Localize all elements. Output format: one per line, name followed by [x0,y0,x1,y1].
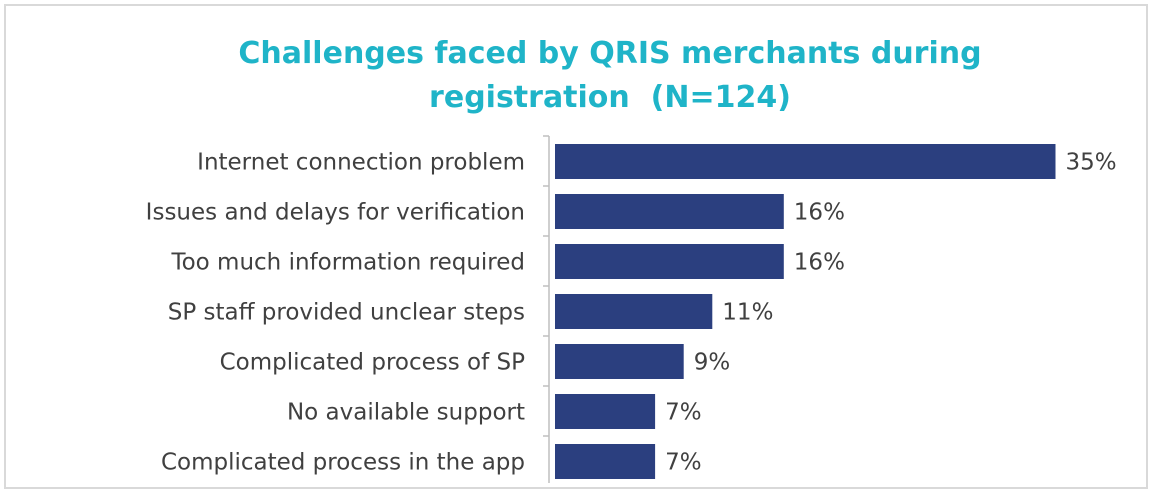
category-label: Complicated process in the app [161,450,525,476]
value-label: 16% [794,250,845,276]
bar [555,194,784,229]
value-label: 9% [694,350,731,376]
category-label: Too much information required [170,250,525,276]
chart-title: Challenges faced by QRIS merchants durin… [238,36,993,115]
category-label: Issues and delays for verification [146,200,525,226]
category-label: No available support [287,400,525,426]
bar [555,294,713,329]
category-label: SP staff provided unclear steps [168,300,525,326]
value-label: 7% [665,400,702,426]
value-label: 16% [794,200,845,226]
bar [555,244,784,279]
bar [555,394,656,429]
bar [555,144,1056,179]
value-label: 7% [665,450,702,476]
value-label: 35% [1066,150,1117,176]
bar [555,444,656,479]
value-label: 11% [722,300,773,326]
bar [555,344,684,379]
category-label: Internet connection problem [197,150,525,176]
category-label: Complicated process of SP [220,350,526,376]
